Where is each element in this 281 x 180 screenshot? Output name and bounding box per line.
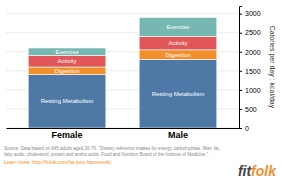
tick: 1000	[239, 87, 261, 94]
tick-label: 2000	[245, 48, 261, 55]
axis-title: Calories per day : kcal/day	[268, 26, 276, 109]
tick-mark	[239, 90, 242, 91]
tick-mark	[239, 52, 242, 53]
tick-label: 1000	[245, 87, 261, 94]
bar-segment	[139, 37, 217, 50]
tick-label: 0	[245, 125, 249, 132]
segment-label: Digestion	[55, 68, 80, 74]
bars	[28, 17, 217, 128]
tick: 500	[239, 106, 257, 113]
logo-text: folk	[251, 163, 277, 179]
segment-labels: Resting Metabolism Resting Metabolism Dige…	[41, 24, 205, 104]
grid	[6, 14, 239, 128]
bar-segment	[139, 50, 217, 60]
tick: Male	[168, 128, 188, 140]
segment-label: Resting Metabolism	[41, 98, 94, 104]
tick-label: 500	[245, 106, 257, 113]
tick: 0	[239, 125, 249, 132]
segment-label: Exercise	[166, 24, 190, 30]
tick: 1500	[239, 68, 261, 75]
logo: fitfolk	[238, 163, 277, 179]
bar-segment	[28, 67, 106, 75]
tick-mark	[239, 33, 242, 34]
grid-line	[6, 13, 239, 14]
axis-line	[240, 7, 243, 129]
tick: Female	[52, 128, 83, 140]
series	[28, 17, 217, 55]
tick: 2500	[239, 29, 261, 36]
segment-label: Activity	[168, 40, 187, 46]
tick: 2000	[239, 48, 261, 55]
chart: Resting Metabolism Resting Metabolism Dige…	[0, 0, 281, 180]
tick-mark	[239, 14, 242, 15]
bar-segment	[28, 48, 106, 56]
y-axis: 0 500 1000 1500 2000 2500 3000	[239, 7, 261, 132]
series	[28, 59, 217, 128]
segment-label: Resting Metabolism	[152, 91, 205, 97]
axis-line	[7, 128, 240, 129]
tick-mark	[239, 71, 242, 72]
tick-mark	[239, 109, 242, 110]
tick-label: Female	[52, 130, 83, 140]
bar-segment	[139, 17, 217, 36]
source-note: Source: Data based on 645 adults aged 20…	[4, 146, 220, 157]
x-axis: Female Male	[7, 128, 240, 140]
segment-label: Exercise	[56, 49, 80, 55]
bar-segment	[28, 75, 106, 128]
segment-label: Digestion	[165, 52, 190, 58]
bar-segment	[28, 56, 106, 67]
tick-label: 1500	[245, 68, 261, 75]
series	[28, 37, 217, 68]
tick: 3000	[239, 10, 261, 17]
segment-label: Activity	[58, 58, 77, 64]
tick-label: Male	[168, 130, 188, 140]
tick-label: 3000	[245, 10, 261, 17]
tick-label: 2500	[245, 29, 261, 36]
bar-segment	[139, 59, 217, 128]
link-note: Learn more: http://fitfolk.com/fat-loss-…	[4, 159, 112, 165]
